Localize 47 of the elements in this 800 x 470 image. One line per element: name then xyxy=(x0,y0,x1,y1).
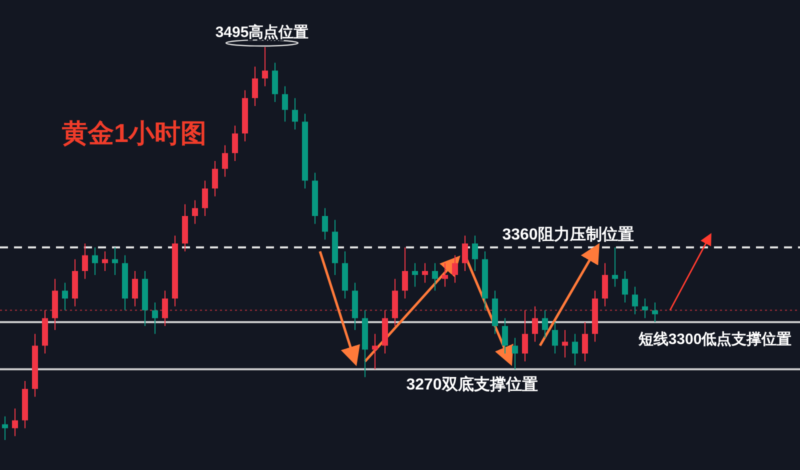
candlestick xyxy=(372,333,378,370)
candlestick xyxy=(542,310,548,338)
candlestick xyxy=(632,286,638,315)
ref-line-label: 3360阻力压制位置 xyxy=(502,225,634,244)
candlestick xyxy=(272,62,278,103)
candlestick xyxy=(62,282,68,311)
annotation: 3495高点位置 xyxy=(215,23,309,41)
candlestick xyxy=(602,262,608,307)
candlestick xyxy=(162,290,168,327)
ref-line-label: 短线3300低点支撑位置 xyxy=(637,331,792,348)
candlestick xyxy=(522,310,528,362)
candlestick xyxy=(132,270,138,307)
candlestick xyxy=(112,246,118,276)
candlestick xyxy=(212,160,218,197)
candlestick xyxy=(582,322,588,362)
candlestick xyxy=(412,262,418,288)
candlestick xyxy=(202,180,208,216)
candlestick xyxy=(422,262,428,284)
candlestick xyxy=(262,46,268,87)
candlestick xyxy=(232,125,238,162)
candlestick xyxy=(642,298,648,319)
candlestick xyxy=(532,306,538,342)
candlestick xyxy=(402,246,408,300)
candlestick xyxy=(432,262,438,292)
candlestick xyxy=(152,302,158,334)
ref-line-label: 3270双底支撑位置 xyxy=(406,375,538,394)
candlestick xyxy=(322,208,328,240)
candlestick xyxy=(622,270,628,303)
candlestick xyxy=(572,333,578,366)
candlestick xyxy=(552,322,558,354)
candlestick xyxy=(292,98,298,130)
candlestick xyxy=(12,408,18,437)
candlestick xyxy=(452,254,458,284)
candlestick xyxy=(82,243,88,280)
candlestick xyxy=(282,86,288,122)
candlestick xyxy=(472,235,478,272)
candlestick xyxy=(102,250,108,272)
candlestick xyxy=(222,144,228,178)
candlestick xyxy=(512,337,518,370)
candlestick xyxy=(192,200,198,224)
candlestick xyxy=(442,262,448,288)
candlestick xyxy=(502,318,508,354)
candlestick xyxy=(462,235,468,272)
text: 黄金1小时图 xyxy=(61,118,206,148)
candlestick xyxy=(92,246,98,276)
candlestick xyxy=(252,66,258,106)
candlestick xyxy=(612,246,618,288)
